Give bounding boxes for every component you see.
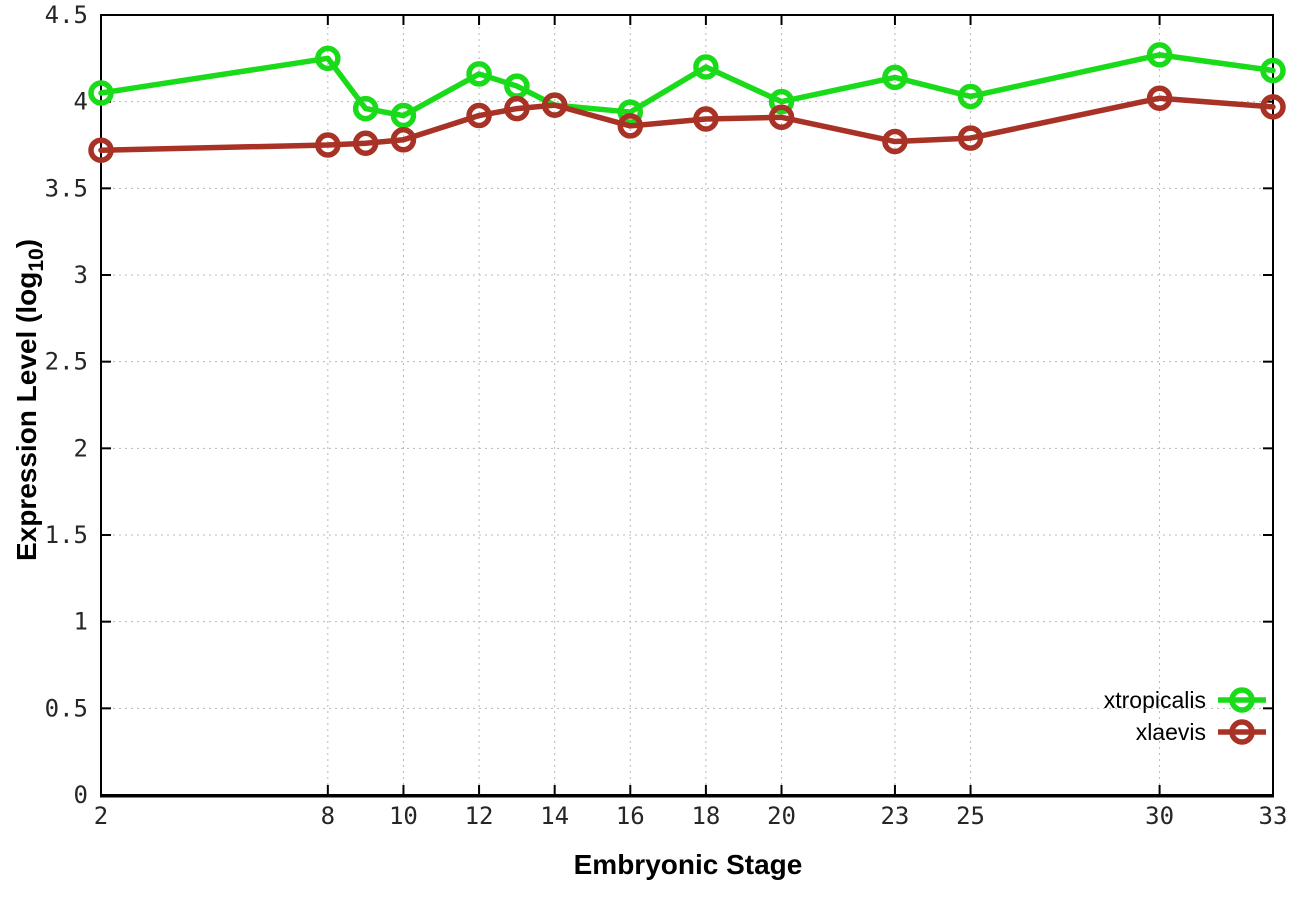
marker-xtropicalis xyxy=(768,88,795,115)
marker-xlaevis xyxy=(541,92,568,118)
marker-xlaevis xyxy=(1146,85,1173,111)
x-tick-label: 12 xyxy=(465,802,494,830)
x-axis-title: Embryonic Stage xyxy=(574,849,803,880)
series-line-xlaevis xyxy=(98,95,1276,153)
y-tick-label: 4 xyxy=(74,88,88,116)
y-tick-label: 1 xyxy=(74,608,88,636)
y-tick-label: 0 xyxy=(74,781,88,809)
marker-xlaevis xyxy=(88,137,114,163)
marker-xlaevis xyxy=(466,102,492,129)
tick-layer: 2 8 10 12 14 16 18 20 23 25 30 33 0 0.5 1 1.5 2 2.5 3 3.5 4 4… xyxy=(45,1,1288,830)
marker-xlaevis xyxy=(504,95,530,122)
legend-marker-xlaevis xyxy=(1229,719,1255,745)
marker-xtropicalis xyxy=(466,61,492,87)
x-tick-label: 30 xyxy=(1145,802,1174,830)
marker-xtropicalis xyxy=(957,83,984,110)
marker-xtropicalis xyxy=(1146,42,1173,68)
border-layer xyxy=(100,14,1274,798)
x-tick-label: 33 xyxy=(1259,802,1288,830)
x-tick-label: 23 xyxy=(880,802,909,830)
marker-xtropicalis xyxy=(1260,57,1286,84)
grid-layer xyxy=(100,14,1274,796)
y-tick-label: 4.5 xyxy=(45,1,88,29)
marker-xlaevis xyxy=(693,106,719,132)
y-tick-label: 2 xyxy=(74,434,88,462)
x-tick-label: 2 xyxy=(94,802,108,830)
marker-xlaevis xyxy=(768,104,795,131)
y-axis-title-subscript: 10 xyxy=(25,248,48,271)
y-tick-label: 0.5 xyxy=(45,694,88,722)
y-tick-label: 3 xyxy=(74,261,88,289)
legend-marker-xtropicalis xyxy=(1229,687,1255,713)
marker-xtropicalis xyxy=(352,95,379,122)
x-tick-label: 16 xyxy=(616,802,645,830)
marker-xtropicalis xyxy=(390,102,417,129)
y-tick-label: 3.5 xyxy=(45,174,88,202)
marker-xtropicalis xyxy=(617,99,644,125)
x-tick-label: 14 xyxy=(540,802,569,830)
x-tick-label: 8 xyxy=(321,802,335,830)
marker-xlaevis xyxy=(882,128,908,155)
marker-xtropicalis xyxy=(882,64,908,91)
y-axis-title-end: ) xyxy=(11,239,42,248)
y-axis-title: Expression Level (log10) xyxy=(11,239,48,561)
legend-label-xlaevis: xlaevis xyxy=(1136,719,1206,745)
marker-xlaevis xyxy=(315,132,341,158)
series-line-xtropicalis xyxy=(98,52,1276,119)
marker-xtropicalis xyxy=(88,80,114,106)
x-tick-label: 20 xyxy=(767,802,796,830)
marker-xtropicalis xyxy=(693,54,719,80)
legend-label-xtropicalis: xtropicalis xyxy=(1104,687,1206,713)
marker-xlaevis xyxy=(1260,94,1286,120)
plot-border xyxy=(100,14,1274,796)
series-layer xyxy=(88,42,1286,163)
y-tick-label: 2.5 xyxy=(45,348,88,376)
marker-xtropicalis xyxy=(315,45,341,72)
x-tick-label: 25 xyxy=(956,802,985,830)
marker-xlaevis xyxy=(390,127,417,153)
marker-xlaevis xyxy=(957,125,984,151)
x-tick-label: 18 xyxy=(691,802,720,830)
legend-layer: xtropicalis xlaevis xyxy=(1104,687,1266,745)
y-tick-label: 1.5 xyxy=(45,521,88,549)
y-axis-title-main: Expression Level (log xyxy=(11,272,42,561)
marker-xlaevis xyxy=(352,130,379,157)
marker-xlaevis xyxy=(617,113,644,139)
x-tick-label: 10 xyxy=(389,802,418,830)
